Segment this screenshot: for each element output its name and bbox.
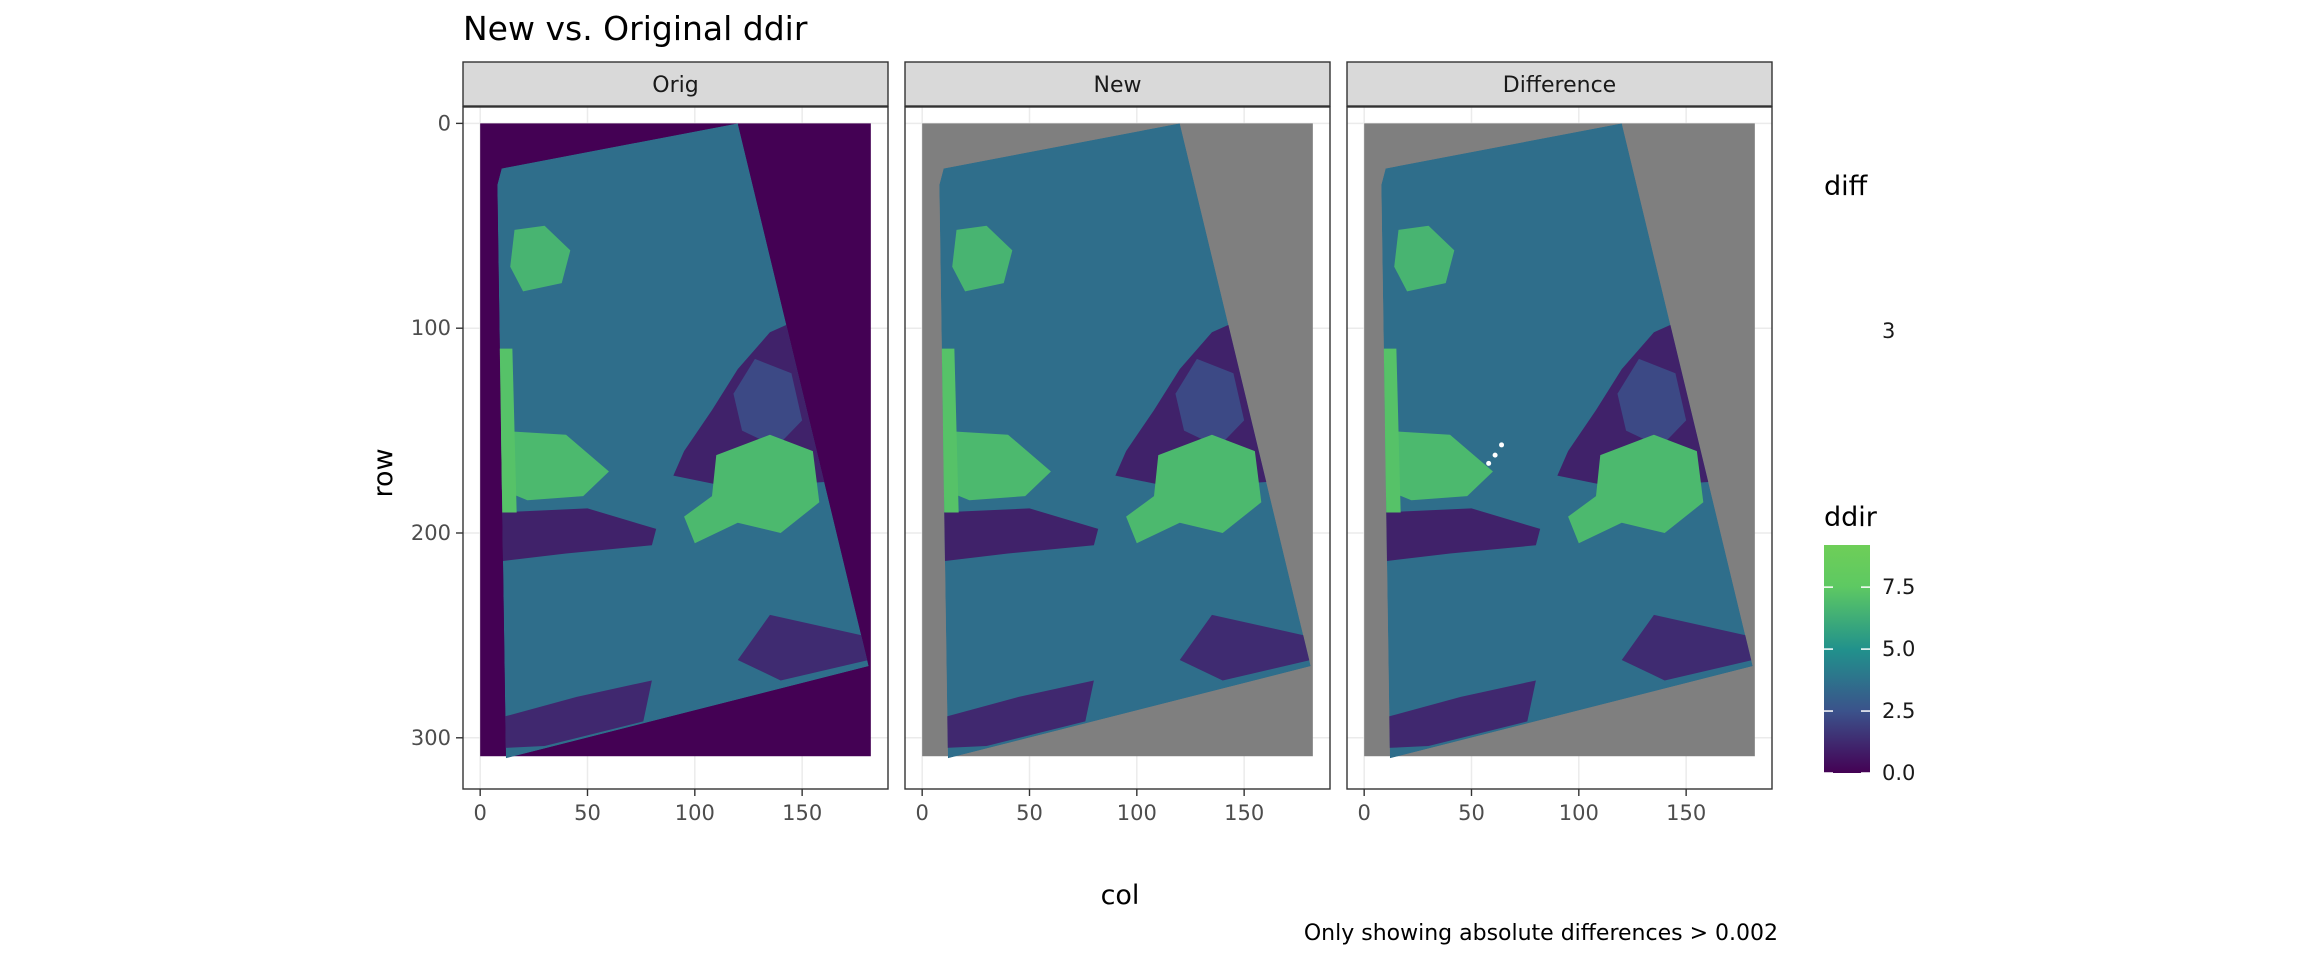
- zone-left-edge-green: [1381, 348, 1401, 513]
- y-tick-label: 200: [411, 521, 451, 545]
- zone-right-green-blob: [1126, 434, 1262, 544]
- zone-upper-mid-lobe: [1617, 358, 1687, 447]
- panel-border: [462, 106, 889, 790]
- facet-panel-3: Difference 0 50 100 150: [1346, 61, 1773, 825]
- x-tick-label: 100: [675, 801, 715, 825]
- zone-top-left-green: [952, 225, 1013, 292]
- facet-panel-1: Orig 0 50 100 150 0 100 200 300: [411, 61, 889, 825]
- facet-strip-label: Orig: [652, 73, 698, 98]
- zone-lower-dark-band: [1381, 508, 1541, 562]
- zone-mid-green-band: [497, 430, 609, 501]
- facet-strip: [462, 61, 889, 107]
- x-tick-label: 0: [1357, 801, 1370, 825]
- legend-ddir: ddir 0.0 2.5 5.0 7.5: [1824, 502, 1915, 785]
- zone-base: [939, 123, 1311, 759]
- field-region: [939, 123, 1311, 759]
- difference-point: [1492, 452, 1498, 458]
- zone-base: [497, 123, 869, 759]
- zone-base: [1381, 123, 1753, 759]
- x-tick-label: 100: [1117, 801, 1157, 825]
- zone-mid-green-band: [939, 430, 1051, 501]
- x-tick-label: 50: [1016, 801, 1043, 825]
- colorbar-tick-label: 2.5: [1882, 699, 1915, 723]
- colorbar-tick-label: 0.0: [1882, 761, 1915, 785]
- y-axis-title: row: [368, 448, 399, 497]
- legend-ddir-colorbar: [1824, 545, 1870, 773]
- y-tick-label: 300: [411, 726, 451, 750]
- zone-left-edge-green: [497, 348, 517, 513]
- zone-mid-green-band: [1381, 430, 1493, 501]
- facet-strip: [904, 61, 1331, 107]
- facet-strip: [1346, 61, 1773, 107]
- legend-ddir-ticks: 0.0 2.5 5.0 7.5: [1824, 575, 1915, 785]
- zone-upper-mid-lobe: [733, 358, 803, 447]
- zone-top-left-green: [1394, 225, 1455, 292]
- x-tick-label: 150: [782, 801, 822, 825]
- facet-strip-label: Difference: [1503, 73, 1616, 98]
- x-axis-title: col: [1101, 880, 1140, 911]
- zone-top-left-green: [510, 225, 571, 292]
- x-tick-label: 100: [1559, 801, 1599, 825]
- panel-border: [904, 106, 1331, 790]
- facet-strip-label: New: [1094, 73, 1142, 98]
- legend-diff-label: 3: [1882, 319, 1895, 343]
- zone-lower-left-strip: [501, 680, 652, 749]
- zone-lower-left-strip: [943, 680, 1094, 749]
- zone-lower-dark-band: [939, 508, 1099, 562]
- colorbar-tick-label: 5.0: [1882, 637, 1915, 661]
- legend-diff: diff 3: [1824, 171, 1895, 343]
- x-tick-label: 50: [574, 801, 601, 825]
- zone-bottom-right-wedge: [1621, 614, 1753, 681]
- panel-border: [1346, 106, 1773, 790]
- zone-right-green-blob: [684, 434, 820, 544]
- facet-panel-2: New 0 50 100 150: [904, 61, 1331, 825]
- zone-lower-left-strip: [1385, 680, 1536, 749]
- chart-caption: Only showing absolute differences > 0.00…: [1304, 921, 1778, 946]
- zone-bottom-right-wedge: [1179, 614, 1311, 681]
- x-tick-label: 150: [1666, 801, 1706, 825]
- x-tick-label: 0: [915, 801, 928, 825]
- zone-right-green-blob: [1568, 434, 1704, 544]
- zone-lower-dark-band: [497, 508, 657, 562]
- difference-point: [1486, 460, 1492, 466]
- difference-point: [1499, 442, 1505, 448]
- zone-bottom-right-wedge: [737, 614, 869, 681]
- zone-left-edge-green: [939, 348, 959, 513]
- legend-diff-title: diff: [1824, 171, 1869, 202]
- x-tick-label: 0: [473, 801, 486, 825]
- field-region: [497, 123, 869, 759]
- y-tick-label: 0: [438, 111, 451, 135]
- zone-upper-mid-lobe: [1175, 358, 1245, 447]
- y-tick-label: 100: [411, 316, 451, 340]
- x-tick-label: 50: [1458, 801, 1485, 825]
- legend-ddir-title: ddir: [1824, 502, 1878, 533]
- chart-title: New vs. Original ddir: [463, 9, 808, 48]
- x-tick-label: 150: [1224, 801, 1264, 825]
- colorbar-tick-label: 7.5: [1882, 575, 1915, 599]
